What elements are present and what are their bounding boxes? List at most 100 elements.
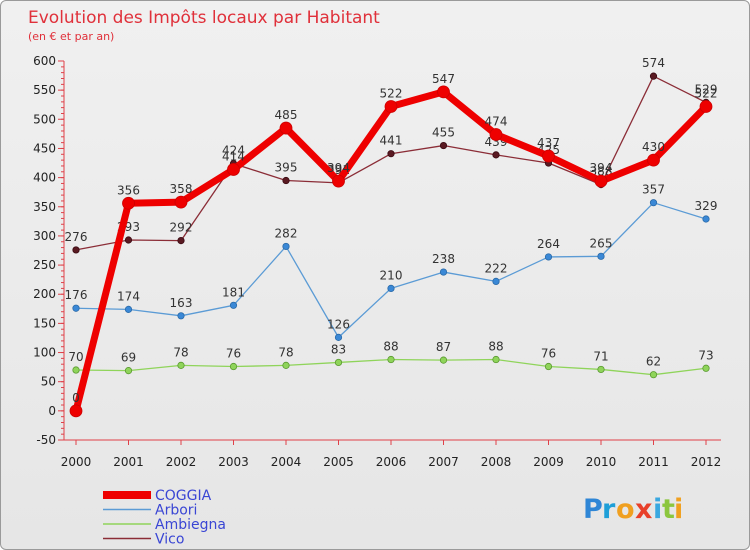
logo-letter: r (602, 494, 616, 525)
logo-letter: t (662, 494, 675, 525)
data-point-arbori (72, 304, 80, 312)
data-point-coggia (647, 153, 660, 167)
data-label-arbori: 238 (432, 252, 455, 266)
data-point-arbori (649, 199, 658, 207)
series-ambiegna: 70 69 78 76 78 83 88 87 88 76 71 62 73 (68, 340, 714, 379)
data-point-vico (492, 151, 500, 159)
y-tick-label: 50 (41, 375, 56, 389)
data-point-vico (282, 176, 290, 185)
legend-item-coggia: COGGIA (103, 488, 212, 504)
y-tick-label: 400 (33, 171, 56, 185)
y-tick-label: 500 (33, 112, 56, 126)
data-point-arbori (492, 277, 500, 286)
data-point-vico (177, 236, 185, 245)
y-tick-label: -50 (36, 433, 56, 447)
data-point-coggia (227, 163, 240, 176)
data-point-vico (124, 236, 133, 244)
data-label-arbori: 264 (537, 237, 560, 251)
data-label-ambiegna: 88 (383, 340, 398, 354)
data-point-coggia (279, 121, 293, 135)
data-point-arbori (702, 215, 710, 223)
data-label-ambiegna: 70 (68, 350, 83, 364)
legend-label: Ambiegna (155, 517, 226, 533)
logo-letter: i (674, 494, 683, 525)
data-label-arbori: 210 (380, 268, 403, 282)
x-tick-label: 2011 (638, 455, 669, 469)
data-point-ambiegna (387, 355, 395, 364)
data-point-ambiegna (229, 362, 238, 371)
data-point-arbori (387, 284, 395, 292)
data-label-ambiegna: 76 (541, 347, 556, 361)
data-point-ambiegna (702, 364, 710, 372)
data-point-vico (649, 72, 658, 80)
data-label-arbori: 265 (590, 236, 613, 250)
x-tick-label: 2001 (113, 455, 144, 469)
logo-letter: x (635, 494, 652, 525)
x-tick-label: 2003 (218, 455, 249, 469)
y-tick-label: 0 (48, 404, 56, 418)
data-label-arbori: 282 (275, 226, 298, 240)
data-label-coggia: 0 (72, 391, 80, 405)
data-label-coggia: 394 (327, 161, 350, 175)
data-point-arbori (282, 242, 290, 251)
y-tick-label: 200 (33, 287, 56, 301)
y-tick-label: 450 (33, 141, 56, 155)
data-point-coggia (437, 85, 450, 99)
data-label-coggia: 485 (275, 108, 298, 122)
data-point-ambiegna (334, 358, 343, 367)
x-tick-label: 2006 (376, 455, 407, 469)
x-tick-label: 2002 (166, 455, 197, 469)
data-label-coggia: 474 (485, 114, 508, 128)
data-label-ambiegna: 62 (646, 355, 661, 369)
data-point-arbori (229, 301, 238, 309)
data-point-ambiegna (177, 361, 185, 369)
data-label-arbori: 126 (327, 317, 350, 331)
data-label-arbori: 357 (642, 183, 665, 197)
data-label-coggia: 437 (537, 136, 560, 150)
legend-item-arbori: Arbori (103, 503, 197, 519)
data-label-arbori: 174 (117, 289, 140, 303)
logo-letter: o (616, 494, 635, 525)
data-label-vico: 441 (380, 134, 403, 148)
data-label-vico: 292 (170, 221, 193, 235)
data-label-ambiegna: 73 (698, 348, 713, 362)
data-label-vico: 276 (65, 230, 88, 244)
data-point-ambiegna (649, 371, 658, 379)
x-tick-label: 2009 (533, 455, 564, 469)
series-layer: 176 174 163 181 282 126 210 238 222 264 265 357 329 7… (65, 56, 718, 418)
data-label-ambiegna: 83 (331, 342, 346, 356)
data-point-ambiegna (597, 365, 605, 374)
y-tick-label: 300 (33, 229, 56, 243)
legend-label: Vico (155, 532, 184, 548)
data-point-ambiegna (124, 367, 133, 375)
data-label-ambiegna: 78 (278, 345, 293, 359)
legend-item-ambiegna: Ambiegna (103, 517, 226, 533)
data-label-arbori: 163 (170, 296, 193, 310)
data-point-coggia (542, 149, 555, 163)
x-tick-label: 2005 (323, 455, 354, 469)
data-label-vico: 455 (432, 126, 455, 140)
data-point-coggia (174, 195, 188, 209)
data-point-arbori (439, 268, 448, 276)
series-coggia: 0 356 358 414 485 394 522 547 474 437 394 430 522 (69, 72, 718, 418)
data-label-ambiegna: 88 (488, 340, 503, 354)
data-label-arbori: 181 (222, 285, 245, 299)
legend-item-vico: Vico (103, 532, 184, 548)
series-arbori: 176 174 163 181 282 126 210 238 222 264 265 357 329 (65, 183, 717, 341)
data-label-coggia: 394 (590, 161, 613, 175)
y-tick-label: 250 (33, 258, 56, 272)
chart-title: Evolution des Impôts locaux par Habitant (28, 8, 380, 28)
data-point-arbori (177, 312, 185, 320)
data-point-coggia (594, 174, 608, 188)
data-label-ambiegna: 87 (436, 340, 451, 354)
data-point-coggia (69, 404, 83, 418)
data-point-arbori (597, 252, 605, 260)
data-point-ambiegna (492, 355, 500, 364)
data-label-coggia: 522 (695, 86, 718, 100)
y-tick-label: 150 (33, 316, 56, 330)
data-point-vico (387, 150, 395, 158)
logo-letter: i (653, 494, 662, 525)
